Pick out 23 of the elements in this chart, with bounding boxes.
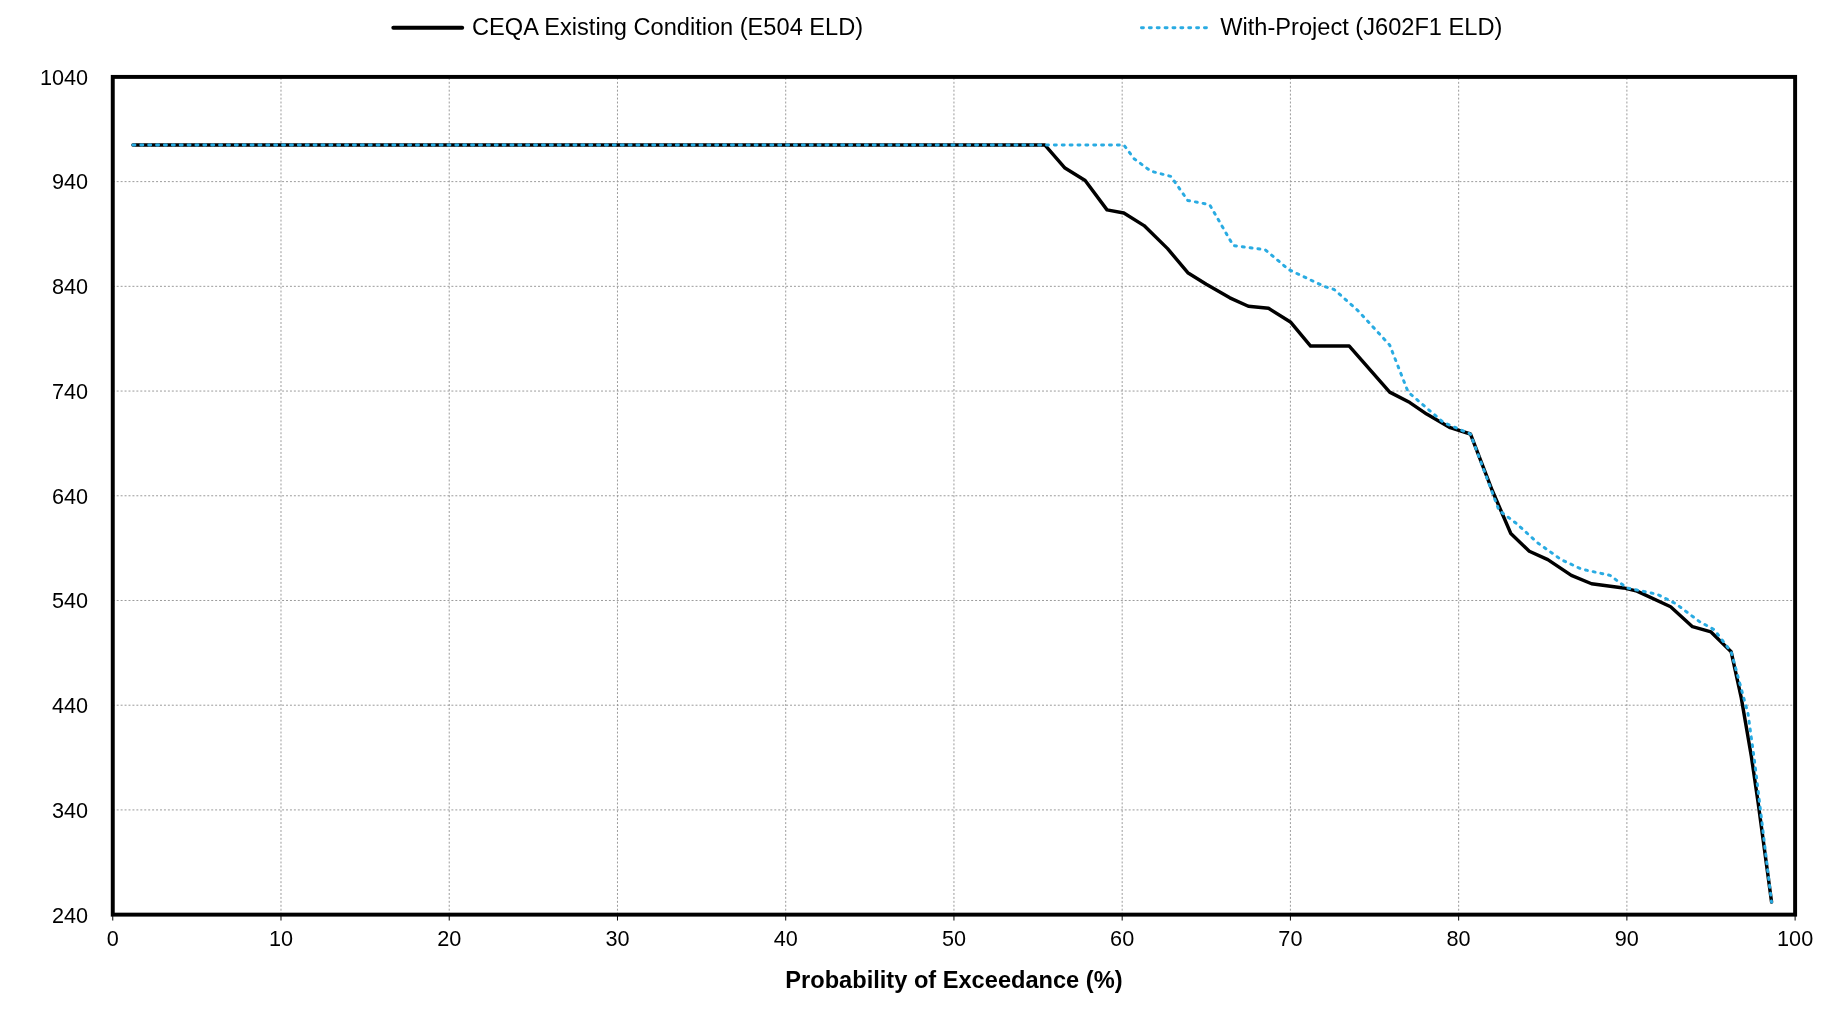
x-tick-label: 40 (773, 926, 798, 952)
x-axis-title: Probability of Exceedance (%) (785, 967, 1123, 994)
y-tick-label: 940 (52, 169, 89, 195)
x-tick-label: 80 (1446, 926, 1471, 952)
y-tick-label: 640 (52, 483, 89, 509)
x-tick-label: 100 (1777, 926, 1814, 952)
y-tick-label: 1040 (40, 64, 89, 90)
x-tick-label: 30 (605, 926, 630, 952)
x-tick-label: 50 (941, 926, 966, 952)
y-tick-label: 340 (52, 797, 89, 823)
legend-label: CEQA Existing Condition (E504 ELD) (472, 13, 864, 40)
x-tick-label: 10 (268, 926, 294, 952)
y-tick-label: 540 (52, 588, 89, 614)
x-tick-label: 0 (106, 926, 119, 952)
x-tick-label: 20 (437, 926, 462, 952)
x-tick-label: 70 (1278, 926, 1303, 952)
y-tick-label: 840 (52, 274, 89, 300)
y-tick-label: 740 (52, 378, 89, 404)
y-tick-label: 240 (52, 902, 89, 928)
legend-label: With-Project (J602F1 ELD) (1220, 13, 1503, 40)
y-tick-label: 440 (52, 693, 89, 719)
x-tick-label: 60 (1110, 926, 1135, 952)
x-tick-label: 90 (1614, 926, 1639, 952)
